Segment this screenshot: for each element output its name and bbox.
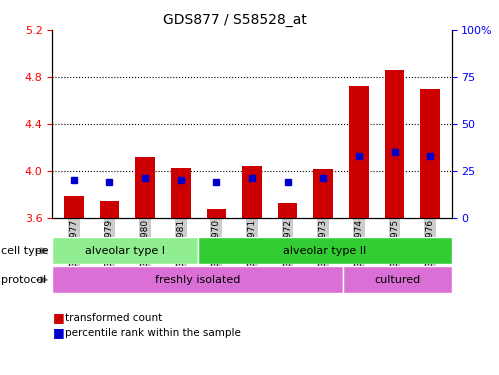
Text: cultured: cultured	[374, 275, 420, 285]
Text: transformed count: transformed count	[65, 313, 162, 322]
Bar	[343, 266, 452, 293]
Bar	[207, 209, 226, 218]
Text: cell type: cell type	[1, 246, 48, 256]
Bar	[100, 201, 119, 217]
Text: freshly isolated: freshly isolated	[155, 275, 240, 285]
Text: ■: ■	[52, 326, 64, 339]
Text: alveolar type I: alveolar type I	[85, 246, 165, 256]
Bar	[349, 86, 369, 218]
Text: alveolar type II: alveolar type II	[283, 246, 366, 256]
Bar	[52, 266, 343, 293]
Text: protocol: protocol	[1, 275, 46, 285]
Bar	[278, 203, 297, 217]
Bar	[171, 168, 191, 217]
Bar	[313, 170, 333, 217]
Bar	[135, 157, 155, 218]
Bar	[64, 196, 83, 217]
Bar	[420, 88, 440, 218]
Text: GDS877 / S58528_at: GDS877 / S58528_at	[163, 13, 306, 27]
Bar	[385, 70, 404, 217]
Bar	[198, 237, 452, 264]
Bar	[242, 166, 262, 218]
Bar	[52, 237, 198, 264]
Text: ■: ■	[52, 311, 64, 324]
Text: percentile rank within the sample: percentile rank within the sample	[65, 328, 241, 338]
